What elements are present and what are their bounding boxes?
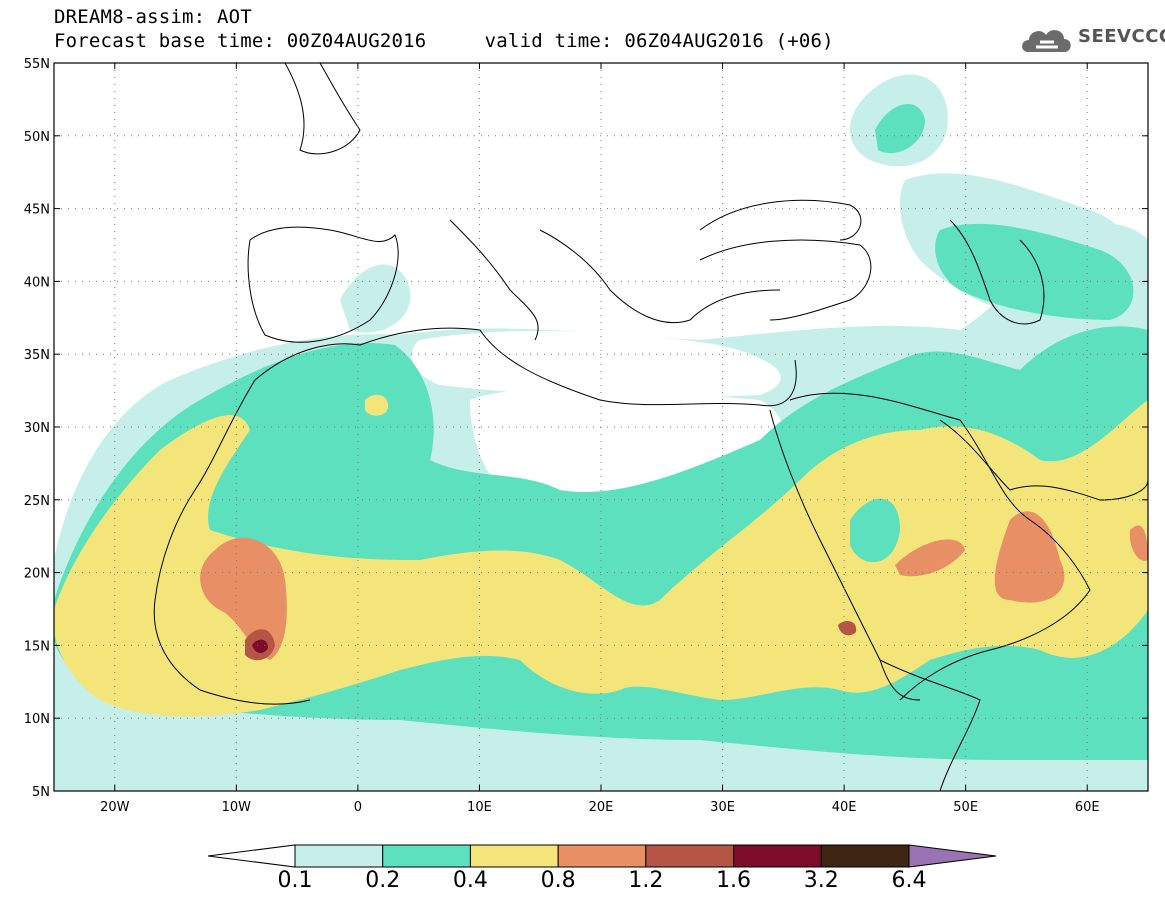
aot-band-0.4-spot [365, 394, 389, 416]
lat-tick-label: 55N [24, 57, 50, 72]
lat-tick-label: 50N [24, 130, 50, 145]
lon-tick-label: 0 [354, 800, 362, 815]
lon-tick-label: 40E [832, 800, 857, 815]
coast-iberia [247, 226, 399, 343]
forecast-times: Forecast base time: 00Z04AUG2016 valid t… [54, 30, 834, 52]
valid-time: valid time: 06Z04AUG2016 (+06) [484, 30, 834, 52]
lon-tick-label: 20E [589, 800, 614, 815]
aot-clear-med [411, 330, 781, 397]
seevccc-logo: SEEVCCC [1018, 22, 1165, 56]
lon-tick-label: 30E [710, 800, 735, 815]
colorbar [207, 844, 997, 868]
colorbar-label: 0.1 [277, 868, 313, 893]
coast-italy [449, 219, 539, 341]
logo-text: SEEVCCC [1078, 26, 1165, 47]
longitude-labels: 20W 10W 0 10E 20E 30E 40E 50E 60E [100, 800, 1100, 815]
lon-tick-label: 60E [1075, 800, 1100, 815]
colorbar-segment [382, 844, 471, 868]
colorbar-min-arrow [207, 844, 296, 868]
colorbar-label: 0.2 [365, 868, 401, 893]
aot-band-0.4 [54, 400, 1148, 717]
colorbar-label: 1.6 [716, 868, 752, 893]
colorbar-label: 1.2 [628, 868, 664, 893]
colorbar-segment [733, 844, 822, 868]
coast-turkey [699, 239, 872, 321]
coast-red-sea [769, 409, 921, 701]
aot-band-0.8-arabia [895, 539, 965, 577]
latitude-labels: 55N 50N 45N 40N 35N 30N 25N 20N 15N 10N 5N [24, 57, 50, 800]
coast-caspian [949, 219, 1045, 325]
coast-horn [879, 659, 981, 791]
lat-tick-label: 10N [24, 712, 50, 727]
base-time: Forecast base time: 00Z04AUG2016 [54, 30, 427, 52]
aot-band-0.4-arabia-hole [850, 498, 900, 563]
lat-tick-label: 40N [24, 275, 50, 290]
colorbar-segment [645, 844, 735, 868]
lon-tick-label: 10W [222, 800, 252, 815]
aot-band-0.2-caspian [935, 223, 1134, 320]
lat-tick-label: 25N [24, 494, 50, 509]
coast-north-africa [254, 327, 797, 407]
coast-persian-gulf [939, 419, 1148, 501]
coast-black-sea [699, 199, 862, 241]
aot-band-1.2-redsea [838, 620, 857, 636]
aot-band-0.8-east [1129, 525, 1148, 561]
cloud-icon [1022, 30, 1071, 52]
colorbar-segment [294, 844, 384, 868]
colorbar-segment [820, 844, 910, 868]
colorbar-label: 6.4 [891, 868, 927, 893]
coastlines [153, 63, 1148, 791]
coast-arabia [789, 392, 1091, 701]
lat-tick-label: 5N [32, 785, 50, 800]
colorbar-segment [557, 844, 647, 868]
chart-title: DREAM8-assim: AOT [54, 6, 252, 28]
colorbar-max-arrow [908, 844, 997, 868]
colorbar-segment [469, 844, 559, 868]
colorbar-label: 0.8 [540, 868, 576, 893]
lon-tick-label: 20W [100, 800, 130, 815]
aot-band-0.8-oman [994, 511, 1065, 603]
lat-tick-label: 15N [24, 639, 50, 654]
colorbar-label: 3.2 [803, 868, 839, 893]
aot-band-1.6 [252, 639, 268, 653]
lat-tick-label: 30N [24, 421, 50, 436]
lat-tick-label: 20N [24, 567, 50, 582]
lon-tick-label: 10E [467, 800, 492, 815]
aot-band-0.8-mali [200, 537, 287, 660]
coast-west-africa [153, 379, 311, 705]
coast-balkans [539, 229, 781, 324]
aot-band-0.2-north [875, 103, 925, 154]
axis-ticks [54, 62, 1148, 792]
gridlines [54, 63, 1148, 791]
coast-britain [284, 63, 361, 155]
lon-tick-label: 50E [953, 800, 978, 815]
colorbar-label: 0.4 [452, 868, 488, 893]
lat-tick-label: 35N [24, 348, 50, 363]
lat-tick-label: 45N [24, 203, 50, 218]
